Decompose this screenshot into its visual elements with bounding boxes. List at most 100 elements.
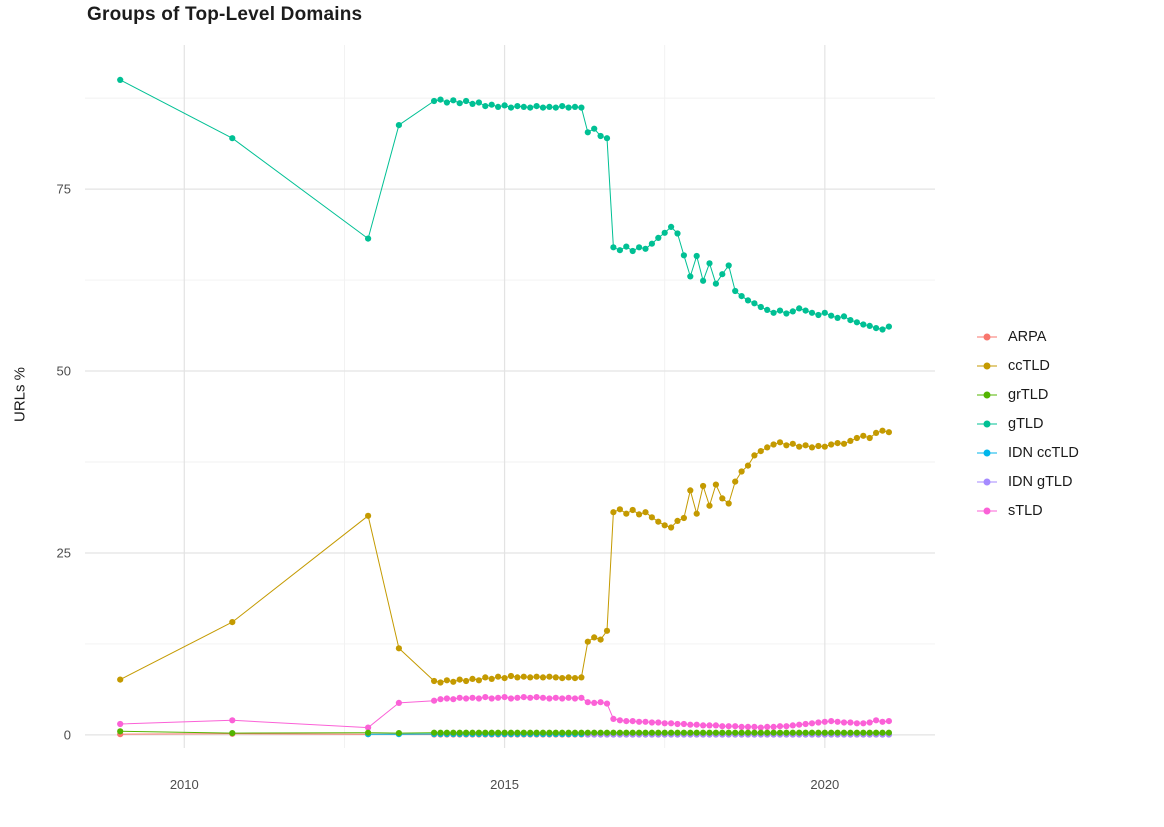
series-point-ccTLD: [469, 675, 476, 683]
series-point-grTLD: [828, 729, 835, 736]
series-point-gTLD: [365, 235, 372, 242]
series-point-gTLD: [450, 97, 457, 104]
series-point-grTLD: [117, 728, 124, 735]
series-point-gTLD: [495, 103, 502, 110]
series-point-grTLD: [873, 729, 880, 736]
series-point-sTLD: [719, 723, 726, 730]
series-point-grTLD: [559, 729, 566, 736]
x-tick-label: 2015: [490, 777, 519, 792]
series-point-ccTLD: [482, 674, 489, 681]
legend-key-dot: [983, 391, 991, 398]
series-point-ccTLD: [700, 482, 707, 490]
series-point-gTLD: [603, 135, 611, 142]
series-point-ccTLD: [395, 645, 402, 652]
series-point-sTLD: [642, 718, 649, 725]
series-point-sTLD: [546, 695, 553, 702]
legend-key-icon: [977, 449, 997, 456]
series-point-gTLD: [642, 245, 649, 252]
series-point-sTLD: [571, 695, 579, 702]
series-point-ccTLD: [719, 495, 726, 502]
series-point-sTLD: [674, 720, 681, 728]
series-point-ccTLD: [520, 673, 527, 680]
series-point-ccTLD: [603, 627, 611, 634]
series-point-ccTLD: [789, 440, 796, 447]
series-point-gTLD: [636, 244, 643, 251]
series-point-ccTLD: [668, 524, 675, 531]
series-point-grTLD: [501, 729, 508, 736]
series-point-grTLD: [834, 729, 841, 736]
series-point-grTLD: [885, 729, 893, 736]
series-point-ccTLD: [661, 522, 668, 529]
series-point-ccTLD: [365, 512, 372, 519]
series-point-gTLD: [828, 312, 835, 319]
series-point-grTLD: [597, 729, 604, 736]
series-point-grTLD: [687, 729, 694, 736]
series-point-sTLD: [802, 720, 809, 728]
series-point-sTLD: [847, 719, 854, 726]
series-point-grTLD: [783, 729, 790, 736]
series-point-grTLD: [552, 729, 559, 736]
series-point-grTLD: [840, 729, 848, 736]
series-point-gTLD: [597, 132, 604, 140]
series-line-sTLD: [120, 696, 889, 729]
legend-item-gTLD: gTLD: [974, 409, 1079, 438]
series-point-ccTLD: [725, 500, 732, 507]
series-point-gTLD: [616, 247, 624, 254]
series-point-sTLD: [507, 695, 515, 702]
series-point-ccTLD: [475, 677, 482, 684]
series-point-grTLD: [365, 729, 372, 736]
series-point-grTLD: [539, 729, 547, 736]
series-point-grTLD: [764, 729, 771, 736]
legend-item-IDN-gTLD: IDN gTLD: [974, 467, 1079, 496]
series-point-sTLD: [808, 720, 816, 727]
series-point-sTLD: [603, 700, 611, 707]
series-point-sTLD: [879, 718, 886, 725]
legend-key-dot: [983, 362, 991, 369]
series-point-ccTLD: [546, 673, 553, 680]
legend-key-icon: [977, 478, 997, 485]
series-point-grTLD: [808, 729, 816, 736]
series-point-grTLD: [776, 729, 784, 736]
series-point-sTLD: [860, 720, 867, 727]
series-point-gTLD: [719, 271, 726, 278]
series-point-ccTLD: [527, 674, 534, 681]
series-point-sTLD: [552, 694, 559, 701]
series-point-gTLD: [802, 307, 809, 314]
series-point-grTLD: [751, 729, 758, 736]
series-point-sTLD: [700, 722, 707, 729]
legend-item-sTLD: sTLD: [974, 496, 1079, 525]
series-point-grTLD: [456, 729, 463, 736]
series-point-sTLD: [597, 699, 604, 706]
legend-key-icon: [977, 507, 997, 514]
series-point-sTLD: [725, 723, 732, 730]
series-point-grTLD: [610, 729, 617, 736]
series-point-gTLD: [507, 104, 515, 111]
series-point-ccTLD: [623, 510, 630, 517]
series-point-gTLD: [533, 103, 540, 110]
series-point-gTLD: [539, 104, 547, 111]
series-point-ccTLD: [821, 443, 828, 450]
legend-key-icon: [977, 362, 997, 369]
series-point-gTLD: [514, 103, 521, 110]
series-point-gTLD: [776, 307, 784, 314]
series-point-grTLD: [802, 729, 809, 736]
series-point-ccTLD: [636, 511, 643, 518]
series-point-ccTLD: [866, 434, 873, 442]
y-tick-label: 50: [57, 364, 71, 379]
series-point-sTLD: [584, 699, 591, 706]
series-point-gTLD: [853, 319, 861, 326]
series-point-gTLD: [873, 325, 880, 332]
series-point-gTLD: [783, 310, 790, 317]
series-point-sTLD: [668, 720, 675, 727]
series-point-grTLD: [847, 729, 854, 736]
series-point-gTLD: [687, 273, 694, 280]
series-point-ccTLD: [565, 674, 572, 681]
series-point-sTLD: [559, 695, 566, 702]
series-point-ccTLD: [706, 502, 713, 509]
series-point-sTLD: [828, 718, 835, 725]
series-point-ccTLD: [591, 634, 598, 641]
series-point-gTLD: [738, 293, 745, 300]
series-point-gTLD: [725, 262, 732, 269]
series-point-sTLD: [527, 694, 534, 701]
series-point-sTLD: [539, 694, 547, 701]
